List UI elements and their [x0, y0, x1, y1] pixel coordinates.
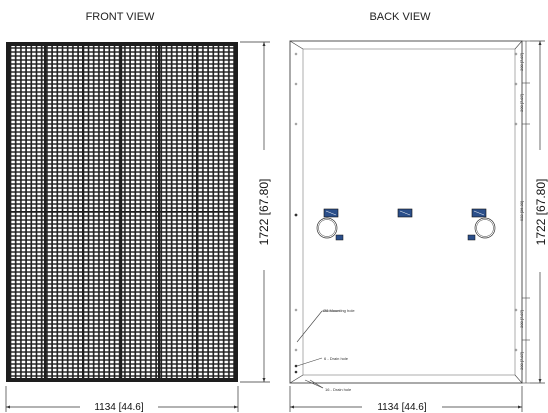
back-side-dimensions: 200 [7.87] 200 [7.87] 922 [36.30] 200 [7… — [519, 40, 530, 384]
back-width-label: 1134 [44.6] — [377, 402, 427, 413]
back-height-dimension: 1722 [67.80] — [530, 40, 548, 384]
side-label-middle: 922 [36.30] — [519, 201, 524, 221]
cable-coil-left — [316, 217, 338, 239]
mounting-hole — [294, 308, 298, 312]
mounting-hole — [514, 52, 518, 56]
drain-hole — [294, 370, 298, 374]
side-label-top2: 200 [7.87] — [519, 94, 524, 112]
drain-hole — [294, 364, 298, 368]
side-label-top1: 200 [7.87] — [519, 53, 524, 71]
mounting-hole — [294, 213, 298, 217]
mounting-hole — [294, 122, 298, 126]
mounting-hole — [294, 82, 298, 86]
back-width-dimension: 1134 [44.6] — [289, 386, 523, 413]
front-width-label: 1134 [44.6] — [94, 402, 144, 413]
mounting-hole — [514, 122, 518, 126]
front-view-title: FRONT VIEW — [86, 11, 155, 23]
drain-hole-6-callout-label: 6 - Drain hole — [324, 356, 349, 361]
side-label-bottom1: 200 [7.87] — [519, 310, 524, 328]
back-height-label: 1722 [67.80] — [534, 179, 548, 246]
mounting-hole — [514, 308, 518, 312]
front-panel — [6, 42, 238, 382]
back-frame-corners — [289, 40, 523, 384]
drain-hole-16-callout-label: 16 - Drain hole — [325, 387, 352, 392]
junction-box-right — [467, 208, 496, 241]
mounting-hole — [294, 52, 298, 56]
mounting-hole — [514, 82, 518, 86]
front-width-dimension: 1134 [44.6] — [5, 386, 239, 413]
cable-coil-right — [474, 217, 496, 239]
back-view-title: BACK VIEW — [369, 11, 431, 23]
side-label-bottom2: 200 [7.87] — [519, 352, 524, 370]
drain-hole-6-callout: 6 - Drain hole — [296, 356, 349, 367]
front-height-label: 1722 [67.80] — [257, 179, 271, 246]
mounting-hole-callout: Ø8 Mounting hole — [296, 308, 355, 343]
mounting-hole-callout-label: Ø8 Mounting hole — [323, 308, 355, 313]
mounting-hole — [514, 348, 518, 352]
junction-box-center — [397, 208, 413, 218]
junction-box-left — [316, 208, 344, 241]
mounting-hole — [294, 348, 298, 352]
front-height-dimension: 1722 [67.80] — [240, 41, 271, 383]
front-half-cut-divider — [10, 211, 234, 213]
back-panel: Ø8 Mounting hole 6 - Drain hole 16 - Dra… — [289, 40, 523, 392]
drain-hole-16-callout: 16 - Drain hole — [304, 379, 352, 392]
